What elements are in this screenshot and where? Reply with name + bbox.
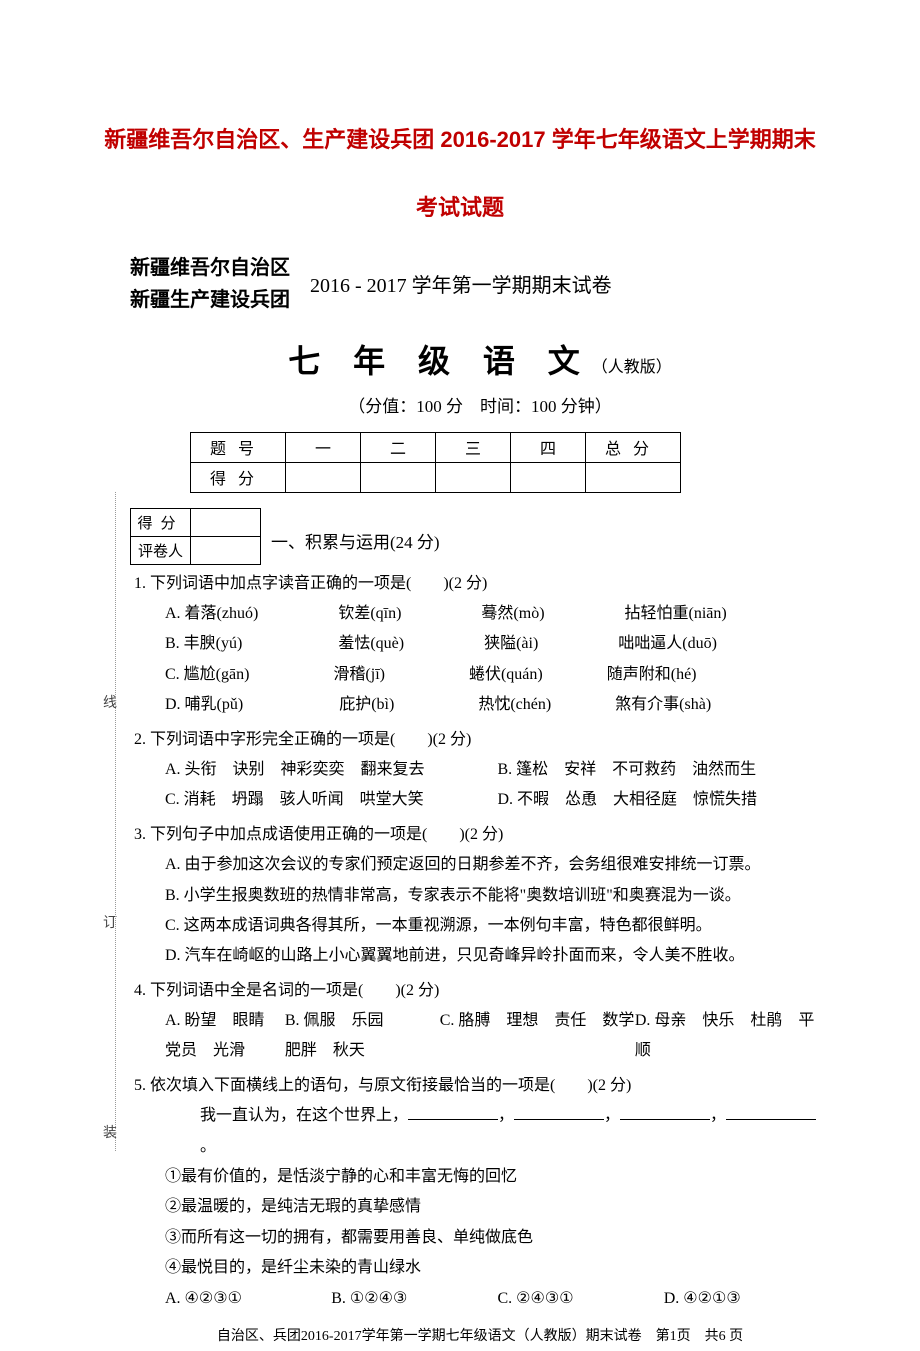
question-1: 1. 下列词语中加点字读音正确的一项是( )(2 分) A. 着落(zhuó) …: [130, 569, 830, 721]
binding-line: [115, 492, 116, 1151]
fill-option-2: ②最温暖的，是纯洁无瑕的真挚感情: [130, 1192, 830, 1222]
mini-blank: [191, 508, 261, 536]
page-footer: 自治区、兵团2016-2017学年第一学期七年级语文（人教版）期末试卷 第1页 …: [130, 1324, 830, 1351]
option-d: D. 母亲 快乐 杜鹃 平顺: [635, 1006, 830, 1067]
question-stem: 3. 下列句子中加点成语使用正确的一项是( )(2 分): [130, 820, 830, 850]
fill-option-4: ④最悦目的，是纤尘未染的青山绿水: [130, 1253, 830, 1283]
question-stem: 5. 依次填入下面横线上的语句，与原文衔接最恰当的一项是( )(2 分): [130, 1071, 830, 1101]
option-b: B. ①②④③: [331, 1284, 497, 1314]
question-stem: 1. 下列词语中加点字读音正确的一项是( )(2 分): [130, 569, 830, 599]
intro-text: 我一直认为，在这个世界上，: [200, 1107, 408, 1124]
option-d: D. 哺乳(pǔ) 庇护(bì) 热忱(chén) 煞有介事(shà): [130, 690, 830, 720]
score-header: 题号: [191, 432, 286, 462]
organization-2: 新疆生产建设兵团: [130, 284, 290, 316]
score-cell: [586, 462, 681, 492]
option-b: B. 丰腴(yú) 羞怯(què) 狭隘(ài) 咄咄逼人(duō): [130, 629, 830, 659]
blank: [620, 1104, 710, 1120]
option-c: C. ②④③①: [498, 1284, 664, 1314]
mini-blank: [191, 536, 261, 564]
document-subtitle: 考试试题: [50, 190, 870, 222]
organization-1: 新疆维吾尔自治区: [130, 252, 290, 284]
score-cell: [511, 462, 586, 492]
option-a: A. 由于参加这次会议的专家们预定返回的日期参差不齐，会务组很难安排统一订票。: [130, 850, 830, 880]
option-a: A. ④②③①: [165, 1284, 331, 1314]
question-3: 3. 下列句子中加点成语使用正确的一项是( )(2 分) A. 由于参加这次会议…: [130, 820, 830, 972]
option-b: B. 篷松 安祥 不可救药 油然而生: [498, 755, 831, 785]
section-title: 一、积累与运用(24 分): [271, 520, 440, 553]
question-stem: 2. 下列词语中字形完全正确的一项是( )(2 分): [130, 725, 830, 755]
mini-label: 得分: [131, 508, 191, 536]
paper-header: 新疆维吾尔自治区 新疆生产建设兵团 2016 - 2017 学年第一学期期末试卷: [130, 252, 830, 316]
option-d: D. 汽车在崎岖的山路上小心翼翼地前进，只见奇峰异岭扑面而来，令人美不胜收。: [130, 941, 830, 971]
fill-option-3: ③而所有这一切的拥有，都需要用善良、单纯做底色: [130, 1223, 830, 1253]
grader-table: 得分 评卷人: [130, 508, 261, 565]
exam-meta: （分值：100 分 时间：100 分钟）: [130, 392, 830, 417]
option-b: B. 小学生报奥数班的热情非常高，专家表示不能将"奥数培训班"和奥赛混为一谈。: [130, 881, 830, 911]
paper-body: 线 订 装 新疆维吾尔自治区 新疆生产建设兵团 2016 - 2017 学年第一…: [50, 252, 870, 1351]
score-col: 四: [511, 432, 586, 462]
option-a: A. 盼望 眼睛 党员 光滑: [165, 1006, 285, 1067]
exam-title: 七 年 级 语 文（人教版）: [130, 336, 830, 382]
question-intro: 我一直认为，在这个世界上，，，，。: [130, 1101, 830, 1162]
option-d: D. ④②①③: [664, 1284, 830, 1314]
score-col: 三: [436, 432, 511, 462]
section-header-row: 得分 评卷人 一、积累与运用(24 分): [130, 508, 830, 565]
option-c: C. 胳膊 理想 责任 数学: [440, 1006, 635, 1067]
option-c: C. 这两本成语词典各得其所，一本重视溯源，一本例句丰富，特色都很鲜明。: [130, 911, 830, 941]
option-a: A. 着落(zhuó) 钦差(qīn) 蓦然(mò) 拈轻怕重(niān): [130, 599, 830, 629]
option-c: C. 消耗 坍蹋 骇人听闻 哄堂大笑: [165, 785, 498, 815]
fill-option-1: ①最有价值的，是恬淡宁静的心和丰富无悔的回忆: [130, 1162, 830, 1192]
blank: [514, 1104, 604, 1120]
option-a: A. 头衔 诀别 神彩奕奕 翻来复去: [165, 755, 498, 785]
blank: [726, 1104, 816, 1120]
exam-title-text: 七 年 级 语 文: [288, 343, 592, 379]
score-total: 总分: [586, 432, 681, 462]
score-cell: [286, 462, 361, 492]
option-c: C. 尴尬(gān) 滑稽(jī) 蜷伏(quán) 随声附和(hé): [130, 660, 830, 690]
exam-title-edition: （人教版）: [592, 359, 672, 376]
question-5: 5. 依次填入下面横线上的语句，与原文衔接最恰当的一项是( )(2 分) 我一直…: [130, 1071, 830, 1314]
blank: [408, 1104, 498, 1120]
score-table: 题号 一 二 三 四 总分 得分: [190, 432, 681, 493]
score-cell: [361, 462, 436, 492]
score-col: 二: [361, 432, 436, 462]
mini-label: 评卷人: [131, 536, 191, 564]
intro-end: 。: [200, 1138, 216, 1155]
score-header: 得分: [191, 462, 286, 492]
semester: 2016 - 2017 学年第一学期期末试卷: [310, 269, 612, 298]
question-4: 4. 下列词语中全是名词的一项是( )(2 分) A. 盼望 眼睛 党员 光滑 …: [130, 976, 830, 1351]
score-cell: [436, 462, 511, 492]
question-stem: 4. 下列词语中全是名词的一项是( )(2 分): [130, 976, 830, 1006]
question-2: 2. 下列词语中字形完全正确的一项是( )(2 分) A. 头衔 诀别 神彩奕奕…: [130, 725, 830, 816]
document-title: 新疆维吾尔自治区、生产建设兵团 2016-2017 学年七年级语文上学期期末: [50, 120, 870, 160]
score-col: 一: [286, 432, 361, 462]
option-d: D. 不暇 怂恿 大相径庭 惊慌失措: [498, 785, 831, 815]
option-b: B. 佩服 乐园 肥胖 秋天: [285, 1006, 405, 1067]
